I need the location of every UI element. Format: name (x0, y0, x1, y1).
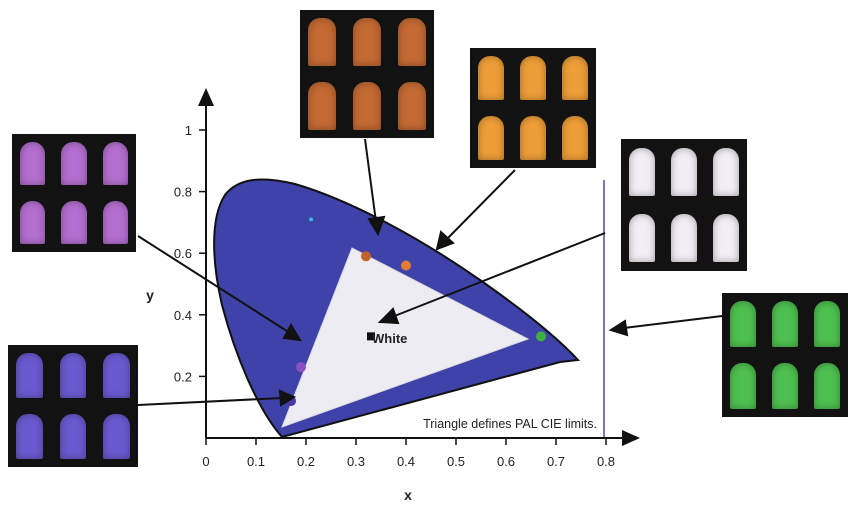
arrow-green-line (623, 315, 723, 329)
violet-phosphor-marker (296, 362, 306, 373)
white-point-marker (367, 332, 375, 341)
y-axis-arrowhead (198, 88, 214, 106)
sub-pixel (813, 363, 840, 409)
sub-pixel (771, 301, 798, 347)
sub-pixel (59, 352, 87, 399)
pointer-arrows (137, 138, 723, 407)
panel-green-pixels (722, 293, 848, 417)
x-tick-label: 0.4 (397, 454, 415, 469)
sub-pixel (519, 55, 546, 101)
panel-orange-pixels (470, 48, 596, 168)
sub-pixel (729, 363, 756, 409)
y-axis-label: y (146, 287, 154, 303)
sub-pixel (670, 147, 697, 197)
x-tick-label: 0.6 (497, 454, 515, 469)
sub-pixel (712, 147, 739, 197)
sub-pixel (561, 55, 588, 101)
arrow-red-line (364, 138, 377, 223)
sub-pixel (308, 82, 337, 130)
x-axis-arrowhead (622, 430, 640, 446)
sub-pixel (628, 213, 655, 263)
sub-pixel (61, 200, 87, 245)
sub-pixel (628, 147, 655, 197)
sub-pixel (19, 200, 46, 245)
arrow-orange-head (435, 230, 455, 251)
x-axis-label: x (404, 487, 412, 503)
arrow-white-line (391, 232, 606, 318)
sub-pixel (308, 18, 337, 66)
panel-red-pixels (300, 10, 434, 138)
phosphor-points (286, 217, 546, 407)
panel-white-pixels (621, 139, 747, 271)
sub-pixel (16, 352, 44, 399)
cyan-dot-marker (309, 217, 313, 222)
y-tick-label: 1 (185, 123, 192, 138)
x-tick-label: 0.1 (247, 454, 265, 469)
y-tick-label: 0.4 (174, 308, 192, 323)
sub-pixel (561, 115, 588, 161)
sub-pixel (397, 18, 426, 66)
green-phosphor-marker (536, 331, 546, 342)
sub-pixel (477, 55, 504, 101)
orange-phosphor-marker (401, 260, 411, 271)
y-tick-label: 0.6 (174, 246, 192, 261)
panel-blue-pixels (8, 345, 138, 467)
sub-pixel (519, 115, 546, 161)
arrow-green-head (608, 319, 629, 337)
white-point-label: White (372, 331, 407, 346)
sub-pixel (102, 413, 130, 460)
sub-pixel (102, 200, 129, 245)
sub-pixel (102, 352, 130, 399)
pal-triangle (281, 247, 530, 428)
arrow-violet-head (282, 322, 302, 342)
sub-pixel (397, 82, 426, 130)
sub-pixel (59, 413, 87, 460)
arrow-red-head (367, 215, 386, 237)
x-tick-label: 0.7 (547, 454, 565, 469)
sub-pixel (16, 413, 44, 460)
panel-violet-pixels (12, 134, 136, 252)
y-tick-label: 0.2 (174, 369, 192, 384)
sub-pixel (813, 301, 840, 347)
x-tick-label: 0.2 (297, 454, 315, 469)
axis-ticks: 0 0.1 0.2 0.3 0.4 0.5 0.6 0.7 0.8 0.2 0.4 0.6 0.8 1 (174, 123, 615, 469)
x-tick-label: 0.8 (597, 454, 615, 469)
x-tick-label: 0.5 (447, 454, 465, 469)
sub-pixel (712, 213, 739, 263)
arrow-orange-line (445, 169, 516, 241)
sub-pixel (771, 363, 798, 409)
arrow-blue-head (278, 389, 297, 407)
sub-pixel (353, 18, 381, 66)
sub-pixel (477, 115, 504, 161)
pal-caption: Triangle defines PAL CIE limits. (423, 417, 597, 431)
sub-pixel (729, 301, 756, 347)
sub-pixel (670, 213, 697, 263)
sub-pixel (61, 141, 87, 186)
y-tick-label: 0.8 (174, 185, 192, 200)
red-phosphor-marker (361, 251, 371, 262)
arrow-blue-line (137, 397, 283, 406)
sub-pixel (102, 141, 129, 186)
x-tick-label: 0 (202, 454, 209, 469)
sub-pixel (353, 82, 381, 130)
arrow-white-head (377, 307, 400, 325)
arrow-violet-line (137, 235, 291, 334)
sub-pixel (19, 141, 46, 186)
x-tick-label: 0.3 (347, 454, 365, 469)
